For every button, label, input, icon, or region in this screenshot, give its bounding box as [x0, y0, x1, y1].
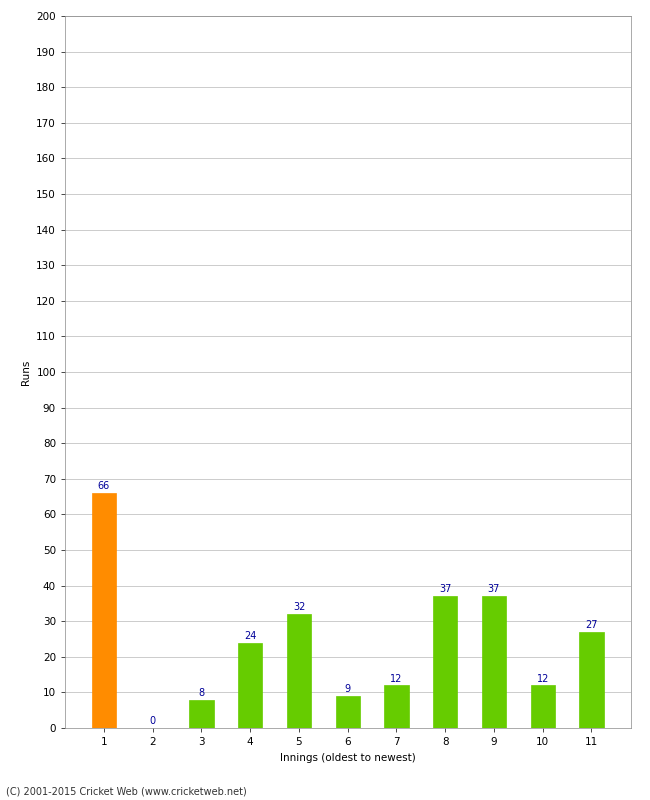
- Text: 12: 12: [536, 674, 549, 683]
- Text: (C) 2001-2015 Cricket Web (www.cricketweb.net): (C) 2001-2015 Cricket Web (www.cricketwe…: [6, 786, 247, 796]
- Text: 8: 8: [198, 688, 205, 698]
- Bar: [530, 686, 555, 728]
- Text: 9: 9: [344, 684, 351, 694]
- Text: 66: 66: [98, 482, 110, 491]
- Text: 24: 24: [244, 630, 257, 641]
- Text: 37: 37: [439, 585, 452, 594]
- Bar: [482, 596, 506, 728]
- Bar: [287, 614, 311, 728]
- Y-axis label: Runs: Runs: [21, 359, 31, 385]
- Text: 37: 37: [488, 585, 500, 594]
- Bar: [92, 493, 116, 728]
- X-axis label: Innings (oldest to newest): Innings (oldest to newest): [280, 753, 415, 762]
- Text: 32: 32: [292, 602, 306, 612]
- Bar: [579, 632, 604, 728]
- Bar: [335, 696, 360, 728]
- Text: 27: 27: [585, 620, 598, 630]
- Bar: [384, 686, 409, 728]
- Bar: [189, 699, 214, 728]
- Text: 0: 0: [150, 716, 156, 726]
- Bar: [238, 642, 263, 728]
- Text: 12: 12: [390, 674, 403, 683]
- Bar: [433, 596, 458, 728]
